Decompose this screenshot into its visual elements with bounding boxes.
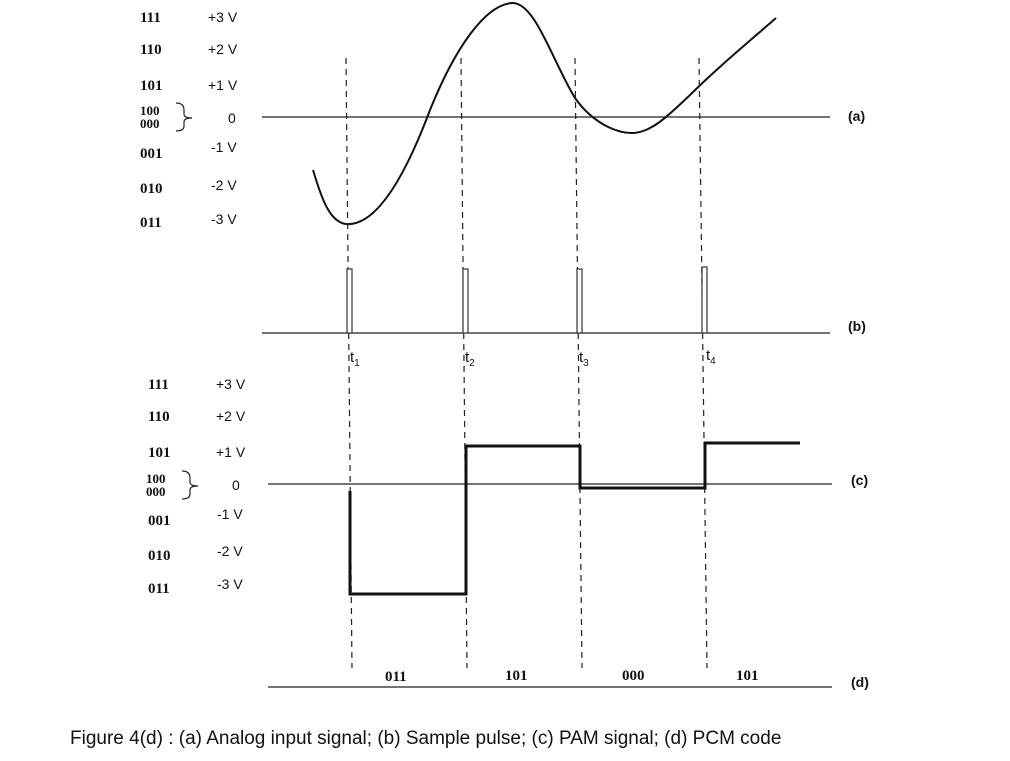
level-volt-bottom-minus3: -3 V [217, 576, 243, 592]
level-volt-bottom-minus1: -1 V [217, 506, 243, 522]
level-volt-top-minus2: -2 V [211, 177, 237, 193]
sample-pulse-t2 [462, 268, 469, 334]
level-code-bottom-101: 101 [148, 445, 171, 461]
analog-signal-curve [312, 1, 777, 226]
panel-label-a: (a) [848, 108, 865, 124]
level-volt-bottom-minus2: -2 V [217, 543, 243, 559]
sample-pulse-t1 [346, 268, 353, 334]
panel-label-c: (c) [851, 472, 868, 488]
level-code-top-101: 101 [140, 78, 163, 94]
level-volt-bottom-plus3: +3 V [216, 376, 246, 392]
sample-pulse-t3 [576, 268, 583, 334]
level-code-top-010: 010 [140, 181, 163, 197]
level-volt-top-plus3: +3 V [208, 9, 238, 25]
sample-time-label-t4: t4 [706, 347, 716, 367]
level-volt-top-plus2: +2 V [208, 41, 238, 57]
level-volt-bottom-plus1: +1 V [216, 444, 246, 460]
level-code-bottom-001: 001 [148, 513, 171, 529]
level-volt-top-plus1: +1 V [208, 77, 238, 93]
sample-time-label-t3: t3 [579, 349, 589, 369]
level-code-bottom-010: 010 [148, 548, 171, 564]
level-code-bottom-100: 100 [146, 471, 166, 486]
level-code-top-000: 000 [140, 116, 160, 131]
level-volt-bottom-zero: 0 [232, 477, 240, 493]
pcm-code-4: 101 [736, 668, 759, 684]
pcm-code-1: 011 [385, 669, 407, 685]
panel-label-b: (b) [848, 318, 866, 334]
level-code-bottom-110: 110 [148, 409, 170, 425]
level-code-top-011: 011 [140, 215, 162, 231]
panel-label-d: (d) [851, 674, 869, 690]
level-code-bottom-011: 011 [148, 581, 170, 597]
sample-time-label-t2: t2 [465, 349, 475, 369]
sample-time-label-t1: t1 [350, 349, 360, 369]
sample-line-t3 [574, 57, 583, 669]
level-code-top-110: 110 [140, 42, 162, 58]
brace-bottom [181, 470, 199, 500]
level-code-top-100: 100 [140, 103, 160, 118]
sample-line-t4 [698, 57, 708, 669]
sample-pulse-t4 [701, 266, 708, 334]
pcm-code-2: 101 [505, 668, 528, 684]
pam-signal [348, 441, 800, 596]
figure-caption: Figure 4(d) : (a) Analog input signal; (… [70, 728, 782, 749]
level-volt-top-minus1: -1 V [211, 139, 237, 155]
pcm-code-3: 000 [622, 668, 645, 684]
level-code-top-001: 001 [140, 146, 163, 162]
level-volt-top-minus3: -3 V [211, 211, 237, 227]
level-code-top-111: 111 [140, 10, 161, 26]
level-volt-bottom-plus2: +2 V [216, 408, 246, 424]
level-code-bottom-111: 111 [148, 377, 169, 393]
level-code-bottom-000: 000 [146, 484, 166, 499]
level-volt-top-zero: 0 [228, 110, 236, 126]
brace-top [175, 102, 193, 132]
